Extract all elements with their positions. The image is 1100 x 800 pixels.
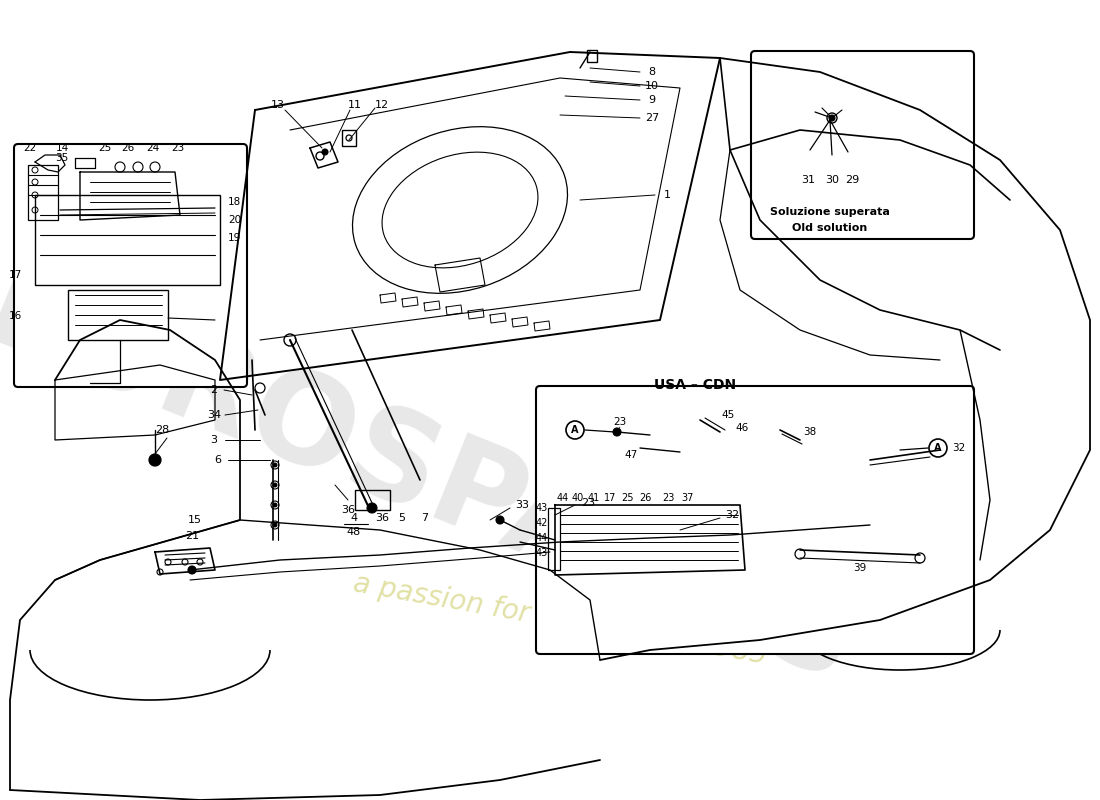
Text: 7: 7 <box>421 513 429 523</box>
Text: 43: 43 <box>536 503 548 513</box>
Bar <box>28 165 58 220</box>
Text: 13: 13 <box>271 100 285 110</box>
Text: 24: 24 <box>146 143 160 153</box>
Text: 41: 41 <box>587 493 601 503</box>
Text: 40: 40 <box>572 493 584 503</box>
Circle shape <box>273 503 277 507</box>
Text: 45: 45 <box>722 410 735 420</box>
Text: 36: 36 <box>375 513 389 523</box>
Text: 44: 44 <box>557 493 569 503</box>
FancyBboxPatch shape <box>536 386 974 654</box>
Text: 25: 25 <box>621 493 635 503</box>
FancyBboxPatch shape <box>751 51 974 239</box>
Text: 10: 10 <box>645 81 659 91</box>
Text: 25: 25 <box>98 143 111 153</box>
Text: USA – CDN: USA – CDN <box>653 378 736 392</box>
Circle shape <box>316 152 324 160</box>
Circle shape <box>148 454 161 466</box>
Text: 35: 35 <box>55 153 68 163</box>
Text: 36: 36 <box>341 505 355 515</box>
Circle shape <box>613 428 621 436</box>
Text: 16: 16 <box>9 311 22 321</box>
Text: 26: 26 <box>121 143 134 153</box>
Bar <box>355 490 390 510</box>
Text: 12: 12 <box>375 100 389 110</box>
Text: 17: 17 <box>9 270 22 280</box>
Circle shape <box>496 516 504 524</box>
Text: 8: 8 <box>648 67 656 77</box>
Circle shape <box>273 523 277 527</box>
Text: 17: 17 <box>604 493 616 503</box>
Text: 4: 4 <box>351 513 358 523</box>
Text: 47: 47 <box>625 450 638 460</box>
Circle shape <box>367 503 377 513</box>
Text: 48: 48 <box>346 527 361 537</box>
Text: 39: 39 <box>854 563 867 573</box>
Text: Soluzione superata: Soluzione superata <box>770 207 890 217</box>
Text: 31: 31 <box>801 175 815 185</box>
FancyBboxPatch shape <box>14 144 248 387</box>
Text: 37: 37 <box>682 493 694 503</box>
Text: 28: 28 <box>155 425 169 435</box>
Text: 15: 15 <box>188 515 202 525</box>
Bar <box>35 195 220 285</box>
Text: 26: 26 <box>639 493 651 503</box>
Text: 11: 11 <box>348 100 362 110</box>
Text: 43: 43 <box>536 548 548 558</box>
Circle shape <box>188 566 196 574</box>
Text: 19: 19 <box>228 233 241 243</box>
Text: Old solution: Old solution <box>792 223 868 233</box>
Text: 18: 18 <box>228 197 241 207</box>
Text: 5: 5 <box>398 513 406 523</box>
Text: 27: 27 <box>645 113 659 123</box>
Text: 20: 20 <box>228 215 241 225</box>
Circle shape <box>829 115 835 121</box>
Text: 33: 33 <box>515 500 529 510</box>
Text: 6: 6 <box>214 455 221 465</box>
Text: 44: 44 <box>536 533 548 543</box>
Circle shape <box>273 483 277 487</box>
Bar <box>548 508 560 570</box>
Text: 23: 23 <box>614 417 627 427</box>
Text: 3: 3 <box>210 435 218 445</box>
Text: 23: 23 <box>172 143 185 153</box>
Text: A: A <box>571 425 579 435</box>
Text: 2: 2 <box>210 385 218 395</box>
Text: 32: 32 <box>952 443 966 453</box>
Text: 29: 29 <box>845 175 859 185</box>
Text: 34: 34 <box>207 410 221 420</box>
Bar <box>587 50 597 62</box>
Circle shape <box>273 463 277 467</box>
Text: a passion for parts since 1985: a passion for parts since 1985 <box>351 570 769 670</box>
Bar <box>342 130 356 146</box>
Text: 1: 1 <box>663 190 671 200</box>
Text: 30: 30 <box>825 175 839 185</box>
Text: 22: 22 <box>23 143 36 153</box>
Circle shape <box>322 149 328 155</box>
Text: A: A <box>934 443 942 453</box>
Text: 9: 9 <box>648 95 656 105</box>
Text: 38: 38 <box>803 427 816 437</box>
Text: 32: 32 <box>725 510 739 520</box>
Text: 42: 42 <box>536 518 548 528</box>
Text: 14: 14 <box>55 143 68 153</box>
Text: 23: 23 <box>581 498 595 508</box>
Text: EUROSPARES: EUROSPARES <box>0 250 872 710</box>
Text: 46: 46 <box>736 423 749 433</box>
Text: 23: 23 <box>662 493 674 503</box>
Bar <box>68 290 168 340</box>
Text: 21: 21 <box>185 531 199 541</box>
